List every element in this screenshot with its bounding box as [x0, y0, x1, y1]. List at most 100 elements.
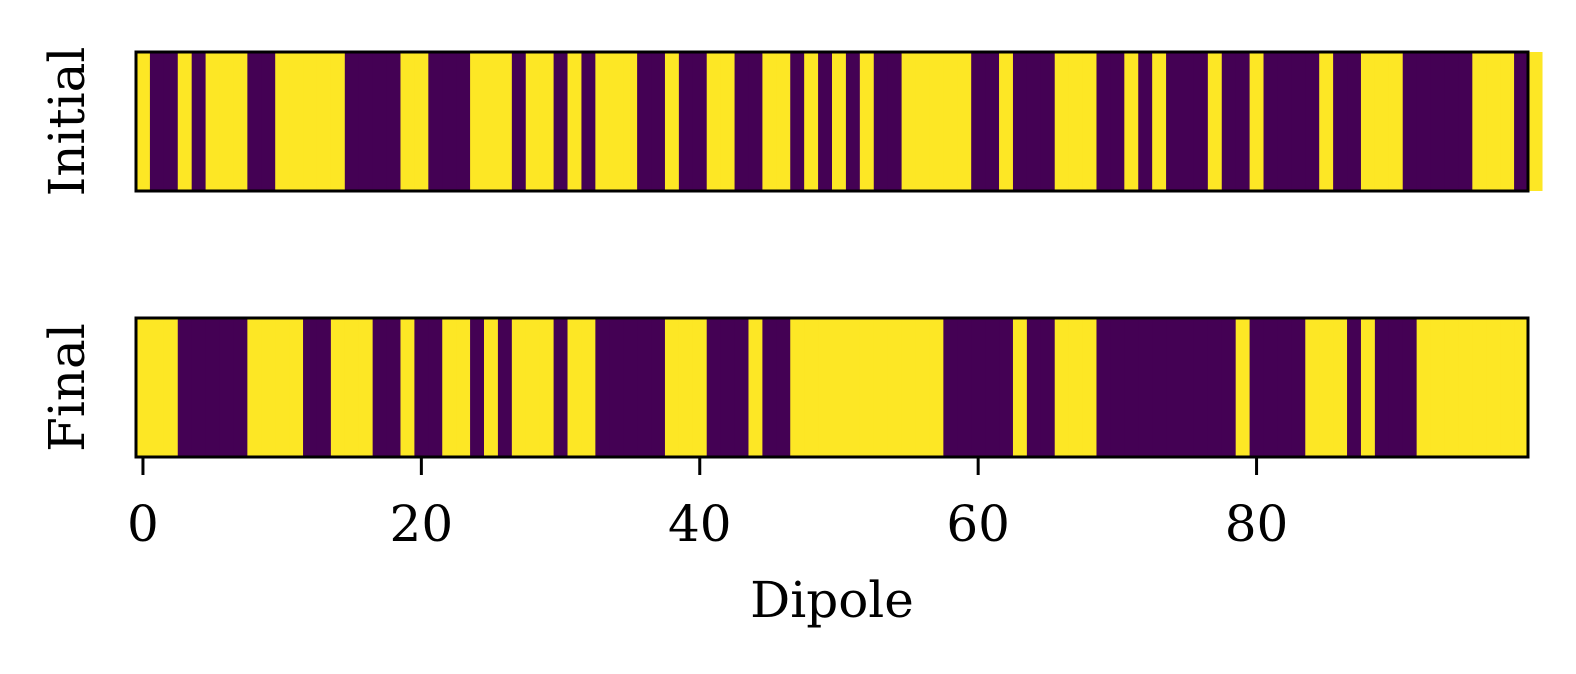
heatmap-cell	[929, 318, 944, 457]
heatmap-cell	[1305, 52, 1320, 191]
heatmap-cell	[428, 52, 443, 191]
heatmap-cell	[177, 318, 193, 457]
heatmap-cell	[1374, 52, 1390, 191]
heatmap-cell	[1472, 318, 1487, 457]
heatmap-cell	[1514, 52, 1529, 191]
heatmap-cell	[985, 52, 1000, 191]
heatmap-cell	[1402, 52, 1418, 191]
heatmap-cell	[901, 52, 917, 191]
heatmap-cell	[637, 318, 652, 457]
x-axis-label: Dipole	[750, 571, 914, 629]
heatmap-cell	[289, 52, 304, 191]
heatmap-cell	[191, 318, 207, 457]
heatmap-cell	[957, 52, 972, 191]
panel-frame	[134, 50, 1530, 193]
heatmap-cell	[386, 52, 402, 191]
heatmap-cell	[1054, 318, 1070, 457]
heatmap-cell	[442, 52, 457, 191]
heatmap-cell	[1180, 318, 1195, 457]
heatmap-cell	[1416, 318, 1432, 457]
heatmap-cell	[664, 318, 680, 457]
heatmap-cell	[1207, 52, 1223, 191]
heatmap-cell	[1124, 318, 1139, 457]
heatmap-cell	[651, 318, 666, 457]
heatmap-cell	[1458, 52, 1473, 191]
heatmap-cell	[832, 52, 847, 191]
heatmap-cell	[999, 318, 1014, 457]
heatmap-cell	[1360, 318, 1376, 457]
heatmap-cell	[818, 52, 833, 191]
heatmap-cell	[567, 318, 583, 457]
heatmap-cell	[219, 318, 235, 457]
heatmap-cell	[1012, 52, 1028, 191]
heatmap-cell	[1068, 52, 1084, 191]
heatmap-cell	[456, 52, 471, 191]
heatmap-cell	[261, 52, 276, 191]
heatmap-cell	[859, 52, 875, 191]
heatmap-panels: Initial Final	[38, 47, 1543, 459]
heatmap-row-final: Final	[38, 316, 1530, 459]
heatmap-cell	[1249, 318, 1265, 457]
heatmap-cell	[539, 52, 555, 191]
heatmap-cell	[1040, 318, 1056, 457]
heatmap-cell	[525, 318, 541, 457]
heatmap-cell	[818, 318, 833, 457]
heatmap-cell	[1138, 318, 1153, 457]
heatmap-cell	[316, 52, 332, 191]
x-axis: 0 20 40 60 80	[127, 457, 1288, 553]
heatmap-cell	[358, 52, 374, 191]
heatmap-cell	[414, 318, 429, 457]
heatmap-cell	[1082, 52, 1098, 191]
heatmap-cell	[637, 52, 652, 191]
heatmap-cell	[372, 318, 388, 457]
heatmap-cell	[1263, 52, 1279, 191]
heatmap-cell	[442, 318, 457, 457]
heatmap-cell	[859, 318, 875, 457]
heatmap-cell	[915, 318, 931, 457]
heatmap-cell	[1193, 52, 1209, 191]
heatmap-cell	[1528, 52, 1543, 191]
heatmap-cell	[1277, 318, 1292, 457]
heatmap-cell	[233, 318, 248, 457]
heatmap-cell	[149, 318, 165, 457]
heatmap-cell	[456, 318, 471, 457]
heatmap-cell	[511, 52, 527, 191]
heatmap-cell	[595, 52, 610, 191]
x-tick-label: 60	[946, 495, 1010, 553]
heatmap-cell	[163, 52, 179, 191]
heatmap-cell	[1347, 52, 1362, 191]
heatmap-cell	[1486, 52, 1501, 191]
row-label: Final	[38, 323, 96, 452]
heatmap-cell	[1430, 318, 1446, 457]
heatmap-cell	[191, 52, 207, 191]
heatmap-cell	[1388, 318, 1404, 457]
heatmap-cell	[1458, 318, 1473, 457]
heatmap-cell	[706, 52, 722, 191]
heatmap-cell	[1180, 52, 1195, 191]
heatmap-cell	[205, 318, 221, 457]
heatmap-cell	[734, 52, 750, 191]
heatmap-cell	[316, 318, 332, 457]
heatmap-cell	[470, 52, 485, 191]
heatmap-cell	[261, 318, 276, 457]
heatmap-cell	[804, 318, 819, 457]
heatmap-cell	[372, 52, 388, 191]
heatmap-cell	[303, 52, 318, 191]
heatmap-cell	[247, 52, 262, 191]
heatmap-cell	[553, 318, 569, 457]
heatmap-cell	[497, 52, 513, 191]
heatmap-cell	[470, 318, 485, 457]
heatmap-cell	[1012, 318, 1028, 457]
heatmap-cell	[525, 52, 541, 191]
heatmap-cell	[887, 52, 903, 191]
heatmap-cell	[776, 52, 791, 191]
heatmap-cell	[609, 52, 624, 191]
heatmap-cell	[567, 52, 583, 191]
heatmap-cell	[1514, 318, 1529, 457]
heatmap-cell	[651, 52, 666, 191]
heatmap-cell	[1110, 52, 1125, 191]
heatmap-cell	[1500, 318, 1515, 457]
heatmap-cell	[1319, 318, 1334, 457]
heatmap-cell	[1166, 52, 1181, 191]
